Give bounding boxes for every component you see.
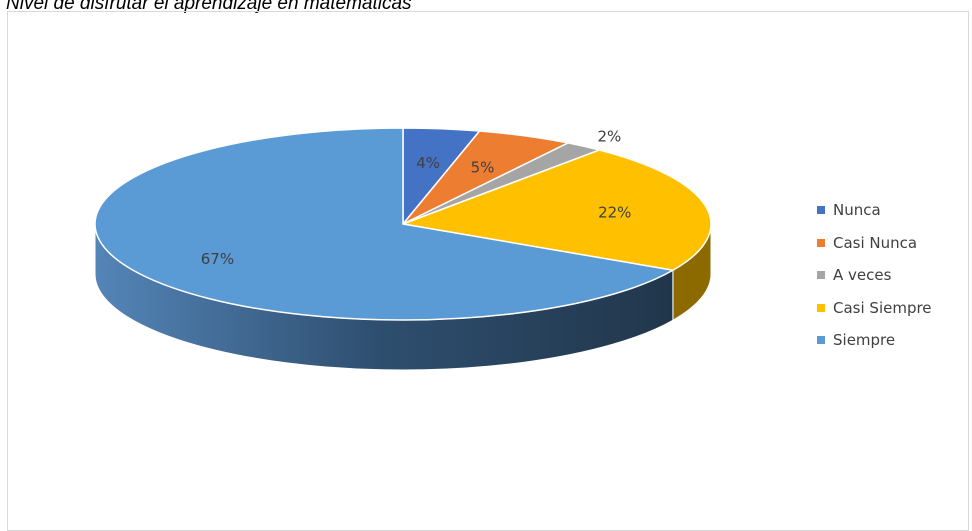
pie-slice-casi-siempre[interactable] bbox=[400, 149, 712, 272]
legend-item-nunca: Nunca bbox=[817, 194, 932, 227]
pie-slice-siempre[interactable] bbox=[94, 127, 676, 321]
legend-item-casi-siempre: Casi Siempre bbox=[817, 292, 932, 325]
chart-legend: Nunca Casi Nunca A veces Casi Siempre Siempr… bbox=[817, 194, 932, 357]
legend-swatch bbox=[817, 206, 825, 215]
legend-swatch bbox=[817, 271, 825, 280]
legend-label: Siempre bbox=[833, 331, 896, 350]
legend-label: Nunca bbox=[833, 201, 881, 220]
pie-label-casi-siempre: 22% bbox=[598, 203, 631, 221]
pie-label-siempre: 67% bbox=[201, 250, 234, 268]
legend-item-a-veces: A veces bbox=[817, 259, 932, 292]
legend-label: A veces bbox=[833, 266, 892, 285]
pie-slices bbox=[94, 127, 712, 321]
pie-label-a-veces: 2% bbox=[597, 127, 621, 145]
legend-item-siempre: Siempre bbox=[817, 324, 932, 357]
chart-caption: Nivel de disfrutar el aprendizaje en mat… bbox=[6, 0, 412, 14]
pie-labels: 4% 5% 2% 22% 67% bbox=[201, 127, 632, 268]
legend-label: Casi Nunca bbox=[833, 233, 918, 252]
pie-label-casi-nunca: 5% bbox=[471, 159, 495, 177]
legend-swatch bbox=[817, 303, 825, 312]
legend-swatch bbox=[817, 336, 825, 345]
legend-label: Casi Siempre bbox=[833, 298, 932, 317]
legend-item-casi-nunca: Casi Nunca bbox=[817, 227, 932, 260]
legend-swatch bbox=[817, 238, 825, 247]
pie-label-nunca: 4% bbox=[416, 154, 440, 172]
